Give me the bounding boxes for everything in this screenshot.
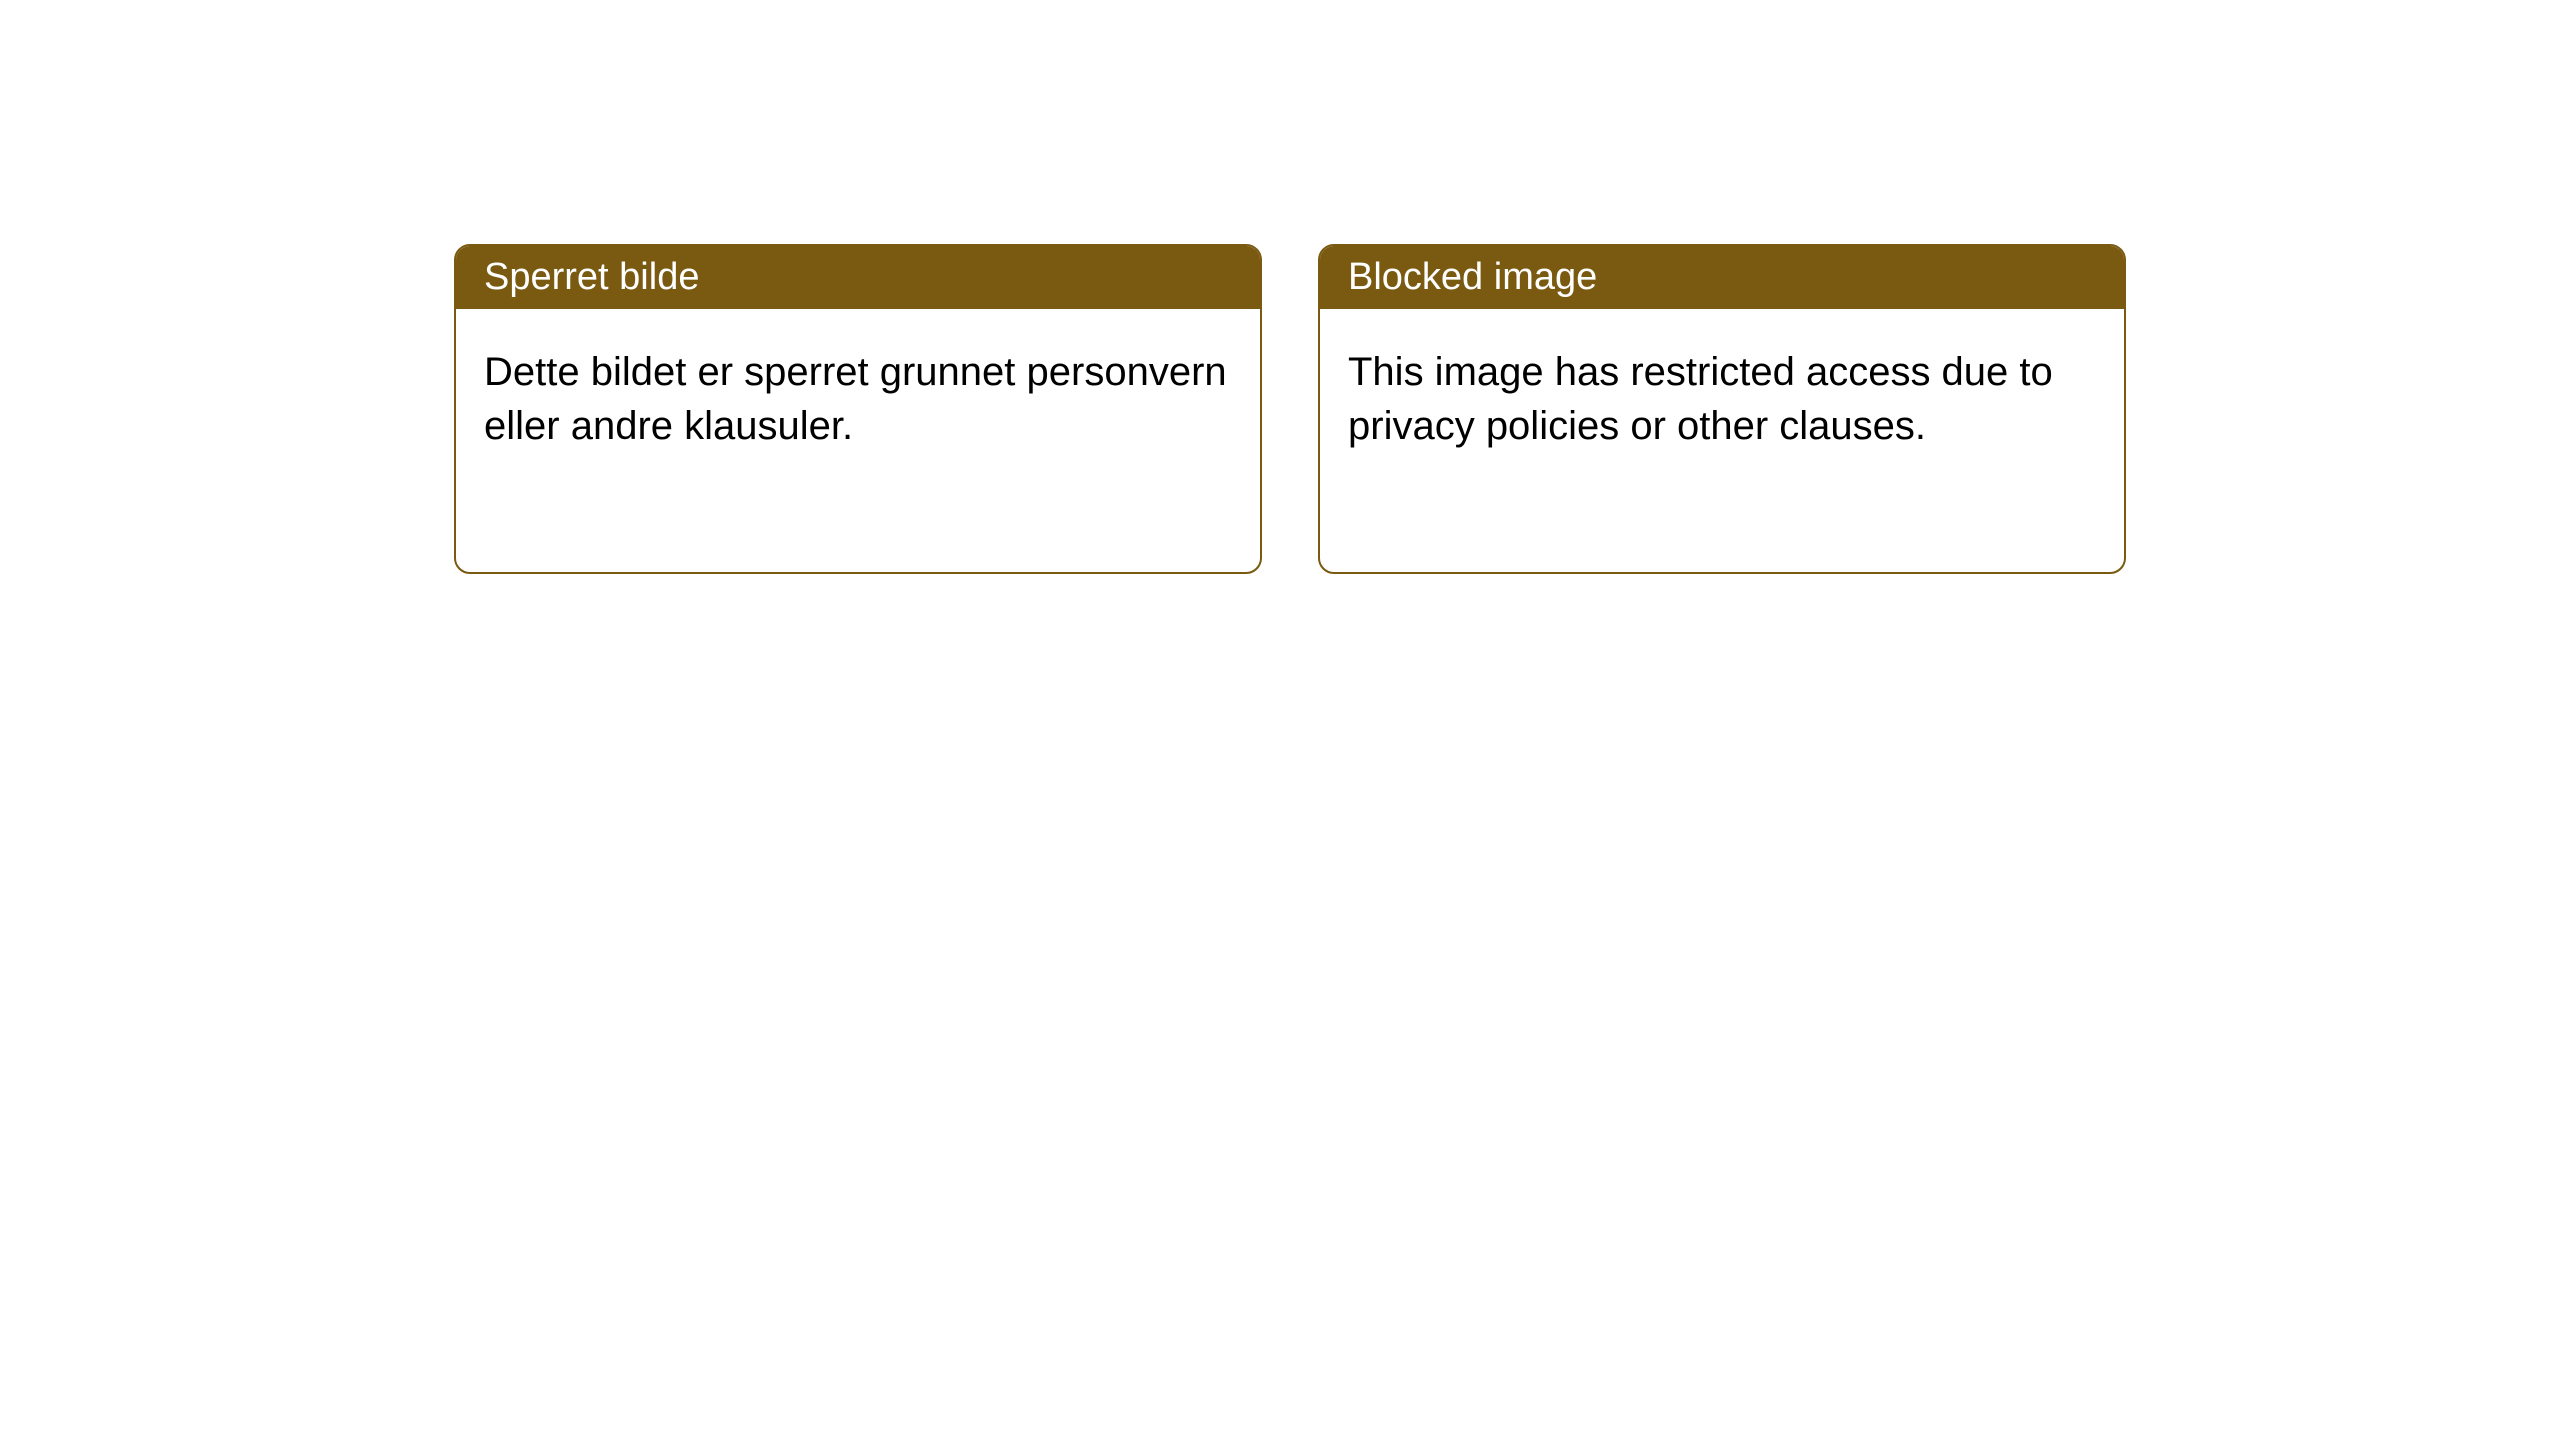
card-header: Sperret bilde bbox=[456, 246, 1260, 309]
blocked-image-cards: Sperret bilde Dette bildet er sperret gr… bbox=[454, 244, 2126, 574]
blocked-card-norwegian: Sperret bilde Dette bildet er sperret gr… bbox=[454, 244, 1262, 574]
blocked-card-english: Blocked image This image has restricted … bbox=[1318, 244, 2126, 574]
card-body: Dette bildet er sperret grunnet personve… bbox=[456, 309, 1260, 489]
card-body: This image has restricted access due to … bbox=[1320, 309, 2124, 489]
card-header: Blocked image bbox=[1320, 246, 2124, 309]
